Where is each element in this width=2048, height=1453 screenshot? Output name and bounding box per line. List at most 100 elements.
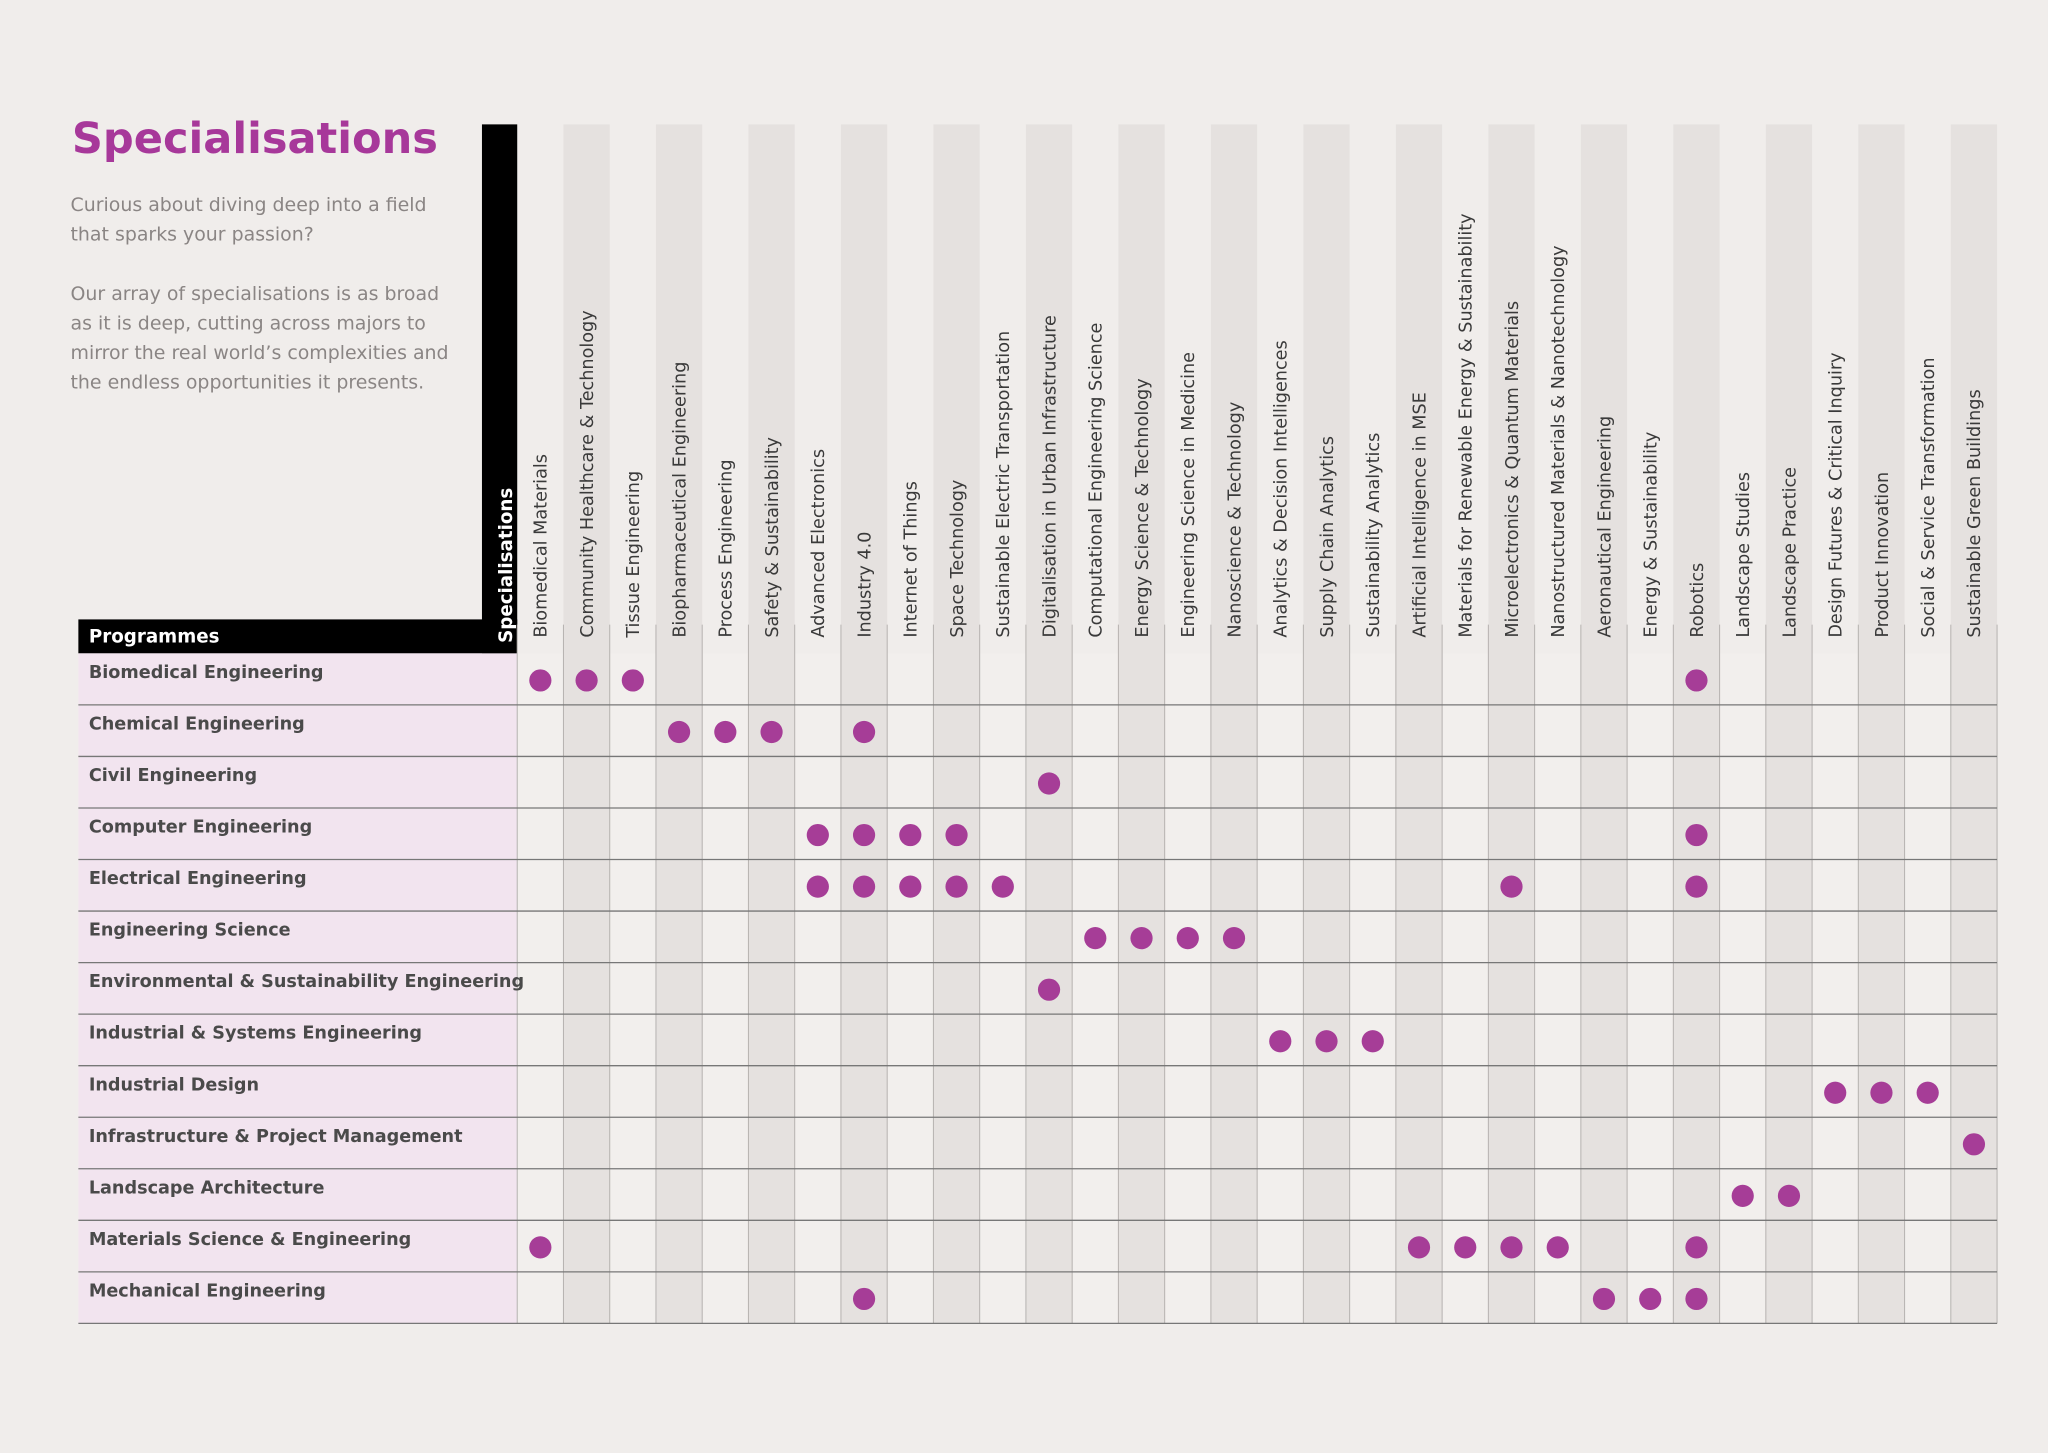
row-label: Industrial Design xyxy=(89,1075,259,1095)
column-label: Aeronautical Engineering xyxy=(1595,416,1615,638)
dot xyxy=(1731,1184,1754,1207)
dot xyxy=(575,669,598,692)
column-label: Landscape Practice xyxy=(1780,467,1800,638)
dot xyxy=(1084,927,1107,950)
column-body xyxy=(979,653,1026,1324)
row-label: Electrical Engineering xyxy=(89,869,307,889)
column-label: Product Innovation xyxy=(1873,472,1893,638)
column-label: Materials for Renewable Energy & Sustain… xyxy=(1457,213,1477,637)
dot xyxy=(899,875,922,898)
column-stripe xyxy=(1765,124,1813,1324)
dot xyxy=(1454,1236,1477,1259)
dot xyxy=(945,823,968,847)
row-header-bar xyxy=(78,619,518,654)
column-stripe xyxy=(1025,124,1073,1324)
dot xyxy=(991,875,1014,898)
dot xyxy=(1037,978,1061,1001)
column-body xyxy=(1534,653,1581,1324)
column-label: Landscape Studies xyxy=(1734,472,1754,638)
dot xyxy=(714,720,737,744)
intro-text: that sparks your passion? xyxy=(71,224,314,246)
column-label: Energy Science & Technology xyxy=(1133,378,1153,637)
dot xyxy=(1130,927,1153,950)
dot xyxy=(1962,1133,1986,1156)
column-label: Community Healthcare & Technology xyxy=(578,310,598,637)
column-label: Engineering Science in Medicine xyxy=(1179,352,1199,638)
dot xyxy=(1500,1236,1523,1259)
column-body xyxy=(1349,653,1396,1324)
column-stripe xyxy=(1858,124,1905,1324)
column-label: Tissue Engineering xyxy=(624,471,644,639)
column-label: Artificial Intelligence in MSE xyxy=(1410,392,1430,637)
column-stripe xyxy=(563,124,610,1324)
column-stripe xyxy=(1950,124,1998,1324)
column-label: Industry 4.0 xyxy=(855,532,875,638)
intro-text: mirror the real world’s complexities and xyxy=(71,342,449,364)
dot xyxy=(1361,1030,1384,1053)
column-body xyxy=(1164,653,1211,1324)
column-stripe xyxy=(1210,124,1258,1324)
column-label: Nanoscience & Technology xyxy=(1225,402,1245,638)
column-label: Biopharmaceutical Engineering xyxy=(670,362,690,638)
dot xyxy=(1916,1081,1939,1104)
column-body xyxy=(1627,653,1674,1324)
column-label: Robotics xyxy=(1688,563,1708,638)
dot xyxy=(852,875,876,898)
row-label: Infrastructure & Project Management xyxy=(89,1127,463,1147)
column-label: Analytics & Decision Intelligences xyxy=(1272,340,1292,637)
dot xyxy=(852,823,876,847)
column-label: Nanostructured Materials & Nanotechnolog… xyxy=(1549,245,1569,637)
row-label: Civil Engineering xyxy=(89,766,257,786)
column-body xyxy=(1904,653,1951,1324)
column-body xyxy=(1072,653,1119,1324)
dot xyxy=(1176,927,1199,950)
dot xyxy=(1592,1287,1616,1311)
dot xyxy=(1824,1081,1847,1104)
column-stripe xyxy=(1488,124,1535,1324)
column-body xyxy=(609,653,656,1324)
intro-text: the endless opportunities it presents. xyxy=(71,372,425,394)
dot xyxy=(899,823,922,847)
column-label: Safety & Sustainability xyxy=(763,437,783,638)
intro-text: Curious about diving deep into a field xyxy=(71,194,427,216)
dot xyxy=(806,823,829,847)
dot xyxy=(806,875,829,898)
row-label: Industrial & Systems Engineering xyxy=(89,1024,422,1044)
column-label: Process Engineering xyxy=(717,459,737,637)
dot xyxy=(760,720,783,744)
column-stripe xyxy=(1395,124,1443,1324)
column-stripe xyxy=(1580,124,1628,1324)
column-body xyxy=(517,653,564,1324)
row-label-bg xyxy=(78,653,518,1324)
row-label: Computer Engineering xyxy=(89,818,312,838)
dot xyxy=(945,875,968,898)
column-body xyxy=(1257,653,1304,1324)
column-label: Sustainable Green Buildings xyxy=(1965,389,1985,637)
dot xyxy=(1546,1236,1569,1259)
dot xyxy=(1222,927,1246,950)
row-label: Engineering Science xyxy=(89,921,291,941)
row-label: Chemical Engineering xyxy=(89,714,305,734)
column-label: Sustainable Electric Transportation xyxy=(994,331,1014,638)
dot xyxy=(1037,772,1061,795)
row-label: Landscape Architecture xyxy=(89,1178,325,1198)
column-label: Advanced Electronics xyxy=(809,449,829,638)
dot xyxy=(1685,1236,1708,1259)
column-body xyxy=(887,653,934,1324)
row-header: Programmes xyxy=(89,627,220,648)
dot xyxy=(621,669,644,692)
column-label: Supply Chain Analytics xyxy=(1318,436,1338,638)
column-label: Microelectronics & Quantum Materials xyxy=(1503,301,1523,638)
intro-text: Our array of specialisations is as broad xyxy=(71,283,440,305)
row-label: Biomedical Engineering xyxy=(89,663,324,683)
dot xyxy=(852,720,876,744)
dot xyxy=(529,669,552,692)
column-stripe xyxy=(1118,124,1165,1324)
column-label: Space Technology xyxy=(948,480,968,638)
dot xyxy=(1639,1287,1662,1311)
column-body xyxy=(1719,653,1766,1324)
column-label: Sustainability Analytics xyxy=(1364,433,1384,638)
column-label: Energy & Sustainability xyxy=(1642,432,1662,638)
dot xyxy=(1685,669,1708,692)
column-header: Specialisations xyxy=(496,488,517,643)
